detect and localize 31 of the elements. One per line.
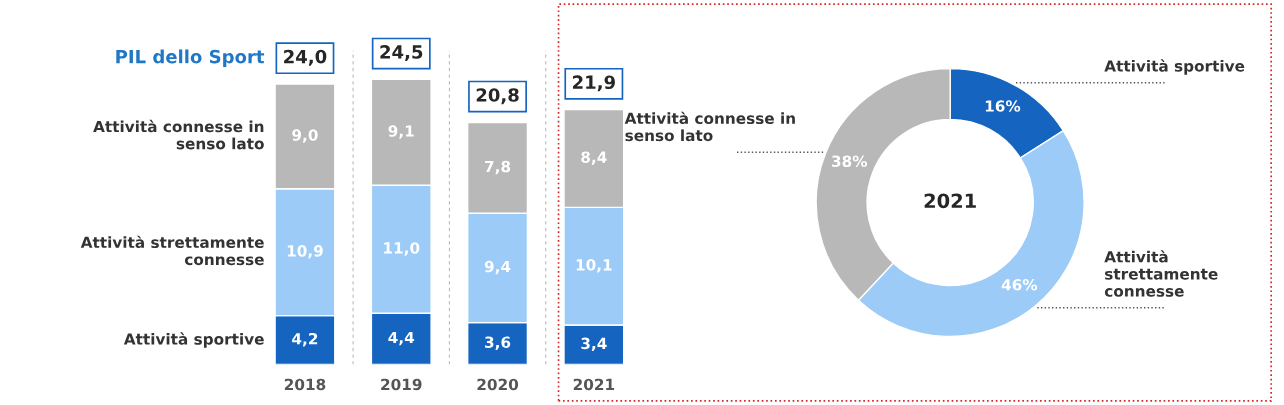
x-tick-label: 2020	[477, 378, 519, 391]
text: PIL dello Sport	[116, 49, 265, 67]
total-label: 20,8	[476, 88, 519, 105]
series-label: Attività sportive	[123, 332, 264, 348]
x-tick-label: 2019	[381, 378, 422, 391]
data-label: 38%	[831, 155, 868, 167]
data-label: 11,0	[384, 242, 420, 256]
x-tick-label: 2021	[573, 378, 615, 391]
total-label: 21,9	[573, 75, 615, 92]
data-label: 3,6	[485, 336, 511, 350]
x-tick-label: 2018	[284, 378, 326, 391]
total-label: 24,5	[380, 45, 423, 62]
total-label: 24,0	[284, 49, 327, 66]
data-label: 3,4	[581, 337, 607, 352]
data-label: 7,8	[485, 160, 511, 175]
data-label: 16%	[985, 100, 1021, 112]
text: 2021	[924, 193, 976, 209]
data-label: 8,4	[581, 151, 607, 165]
slice-label: Attività strettamente connesse	[1104, 250, 1218, 297]
data-label: 4,4	[388, 331, 415, 346]
slice-label: Attività sportive	[1104, 59, 1245, 75]
data-label: 10,1	[576, 259, 612, 273]
data-label: 46%	[1001, 279, 1038, 291]
series-label: Attività strettamente connesse	[80, 235, 264, 266]
data-label: 9,0	[292, 129, 318, 143]
data-label: 9,4	[484, 260, 511, 275]
data-label: 10,9	[287, 245, 323, 259]
data-label: 4,2	[292, 332, 318, 347]
series-label: Attività connesse in senso lato	[93, 119, 264, 150]
slice-label: Attività connesse in senso lato	[624, 111, 795, 142]
data-label: 9,1	[388, 125, 414, 139]
